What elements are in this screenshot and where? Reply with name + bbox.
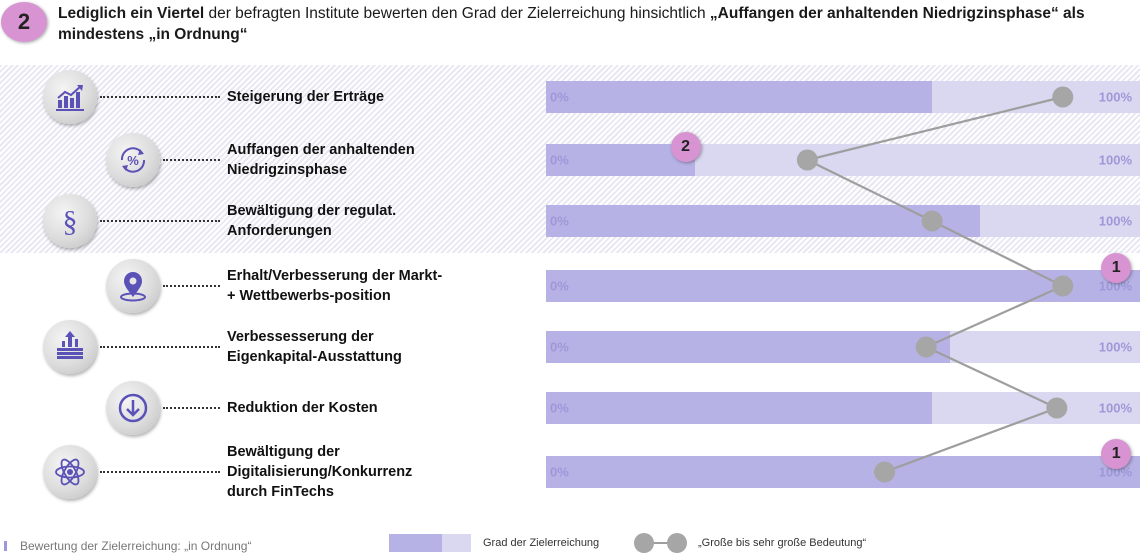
category-label: Steigerung der Erträge <box>227 89 385 105</box>
axis-max-label: 100% <box>1098 464 1132 480</box>
axis-max-label: 100% <box>1098 400 1132 416</box>
paragraph-icon: § <box>43 194 97 248</box>
legend-line-swatch <box>634 533 687 553</box>
axis-max-label: 100% <box>1098 278 1132 294</box>
bar <box>546 392 933 424</box>
leader-dots <box>100 220 220 222</box>
axis-min-label: 0% <box>550 464 569 480</box>
legend-line-label: „Große bis sehr große Bedeutung“ <box>698 537 867 549</box>
bar-track: 0% 100% <box>546 456 1140 488</box>
axis-max-label: 100% <box>1098 152 1132 168</box>
leader-dots <box>100 346 220 348</box>
legend-bar-label: Grad der Zielerreichung <box>483 537 600 549</box>
bar <box>546 456 1140 488</box>
bar-track: 0% 100% <box>546 205 1140 237</box>
leader-dots <box>163 407 220 409</box>
axis-min-label: 0% <box>550 339 569 355</box>
axis-min-label: 0% <box>550 152 569 168</box>
bar-track: 0% 100% <box>546 331 1140 363</box>
section-number-badge: 2 <box>1 2 47 42</box>
atom-icon <box>43 445 97 499</box>
bar <box>546 144 695 176</box>
axis-min-label: 0% <box>550 213 569 229</box>
arrow-down-icon <box>106 381 160 435</box>
axis-min-label: 0% <box>550 278 569 294</box>
svg-text:§: § <box>63 205 78 238</box>
headline-part-3: „Auffangen der anhaltenden Niedrigzinsph… <box>58 5 1085 43</box>
row-badge: 2 <box>670 132 701 162</box>
axis-max-label: 100% <box>1098 89 1132 105</box>
svg-text:%: % <box>127 153 139 168</box>
category-label: Auffangen der anhaltenden Niedrigzinspha… <box>227 142 415 178</box>
leader-dots <box>163 159 220 161</box>
money-growth-icon <box>43 320 97 374</box>
headline-part-1: Lediglich ein Viertel <box>58 5 205 22</box>
leader-dots <box>100 471 220 473</box>
bar <box>546 331 950 363</box>
row-badge: 1 <box>1101 439 1132 469</box>
axis-max-label: 100% <box>1098 339 1132 355</box>
category-label: Erhalt/Verbesserung der Markt- + Wettbew… <box>227 268 443 304</box>
bar-track: 0% 100% <box>546 144 1140 176</box>
category-label: Bewältigung der regulat. Anforderungen <box>227 203 397 239</box>
footer-marker <box>4 541 7 551</box>
location-pin-icon <box>106 259 160 313</box>
bar <box>546 205 980 237</box>
percent-cycle-icon: % <box>106 133 160 187</box>
leader-dots <box>100 96 220 98</box>
category-label: Reduktion der Kosten <box>227 400 378 416</box>
bar-track: 0% 100% <box>546 270 1140 302</box>
bar-track: 0% 100% <box>546 392 1140 424</box>
chart-growth-icon <box>43 70 97 124</box>
bar-track: 0% 100% <box>546 81 1140 113</box>
legend-bar-swatch <box>389 534 471 552</box>
bar <box>546 81 933 113</box>
bar <box>546 270 1140 302</box>
footer-note: Bewertung der Zielerreichung: „in Ordnun… <box>20 539 252 553</box>
category-label: Bewältigung der Digitalisierung/Konkurre… <box>227 444 413 500</box>
row-badge: 1 <box>1101 253 1132 283</box>
leader-dots <box>163 285 220 287</box>
headline: Lediglich ein Viertel der befragten Inst… <box>58 3 1118 45</box>
headline-part-2: der befragten Institute bewerten den Gra… <box>204 5 710 22</box>
axis-min-label: 0% <box>550 400 569 416</box>
category-label: Verbessesserung der Eigenkapital-Ausstat… <box>227 329 402 365</box>
axis-min-label: 0% <box>550 89 569 105</box>
axis-max-label: 100% <box>1098 213 1132 229</box>
